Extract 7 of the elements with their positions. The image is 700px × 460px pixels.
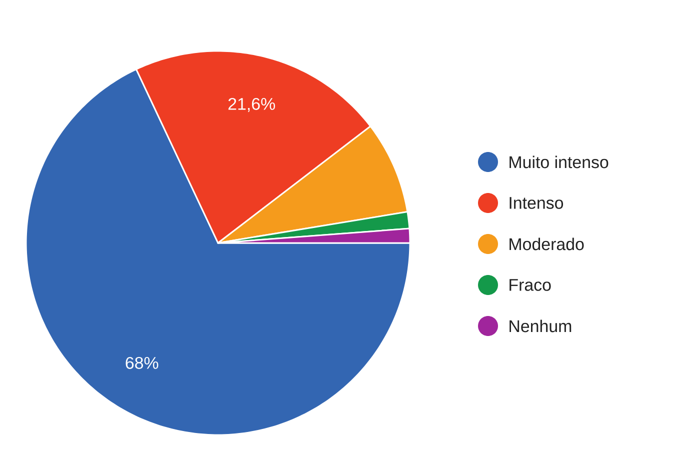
legend-label: Intenso — [510, 197, 564, 209]
data-label: 68% — [126, 356, 158, 369]
data-label: 21,6% — [228, 98, 276, 112]
legend-label: Nenhum — [510, 320, 572, 332]
legend-label: Moderado — [510, 238, 584, 250]
legend-label: Fraco — [510, 279, 551, 291]
legend-label: Muito intenso — [510, 156, 608, 168]
